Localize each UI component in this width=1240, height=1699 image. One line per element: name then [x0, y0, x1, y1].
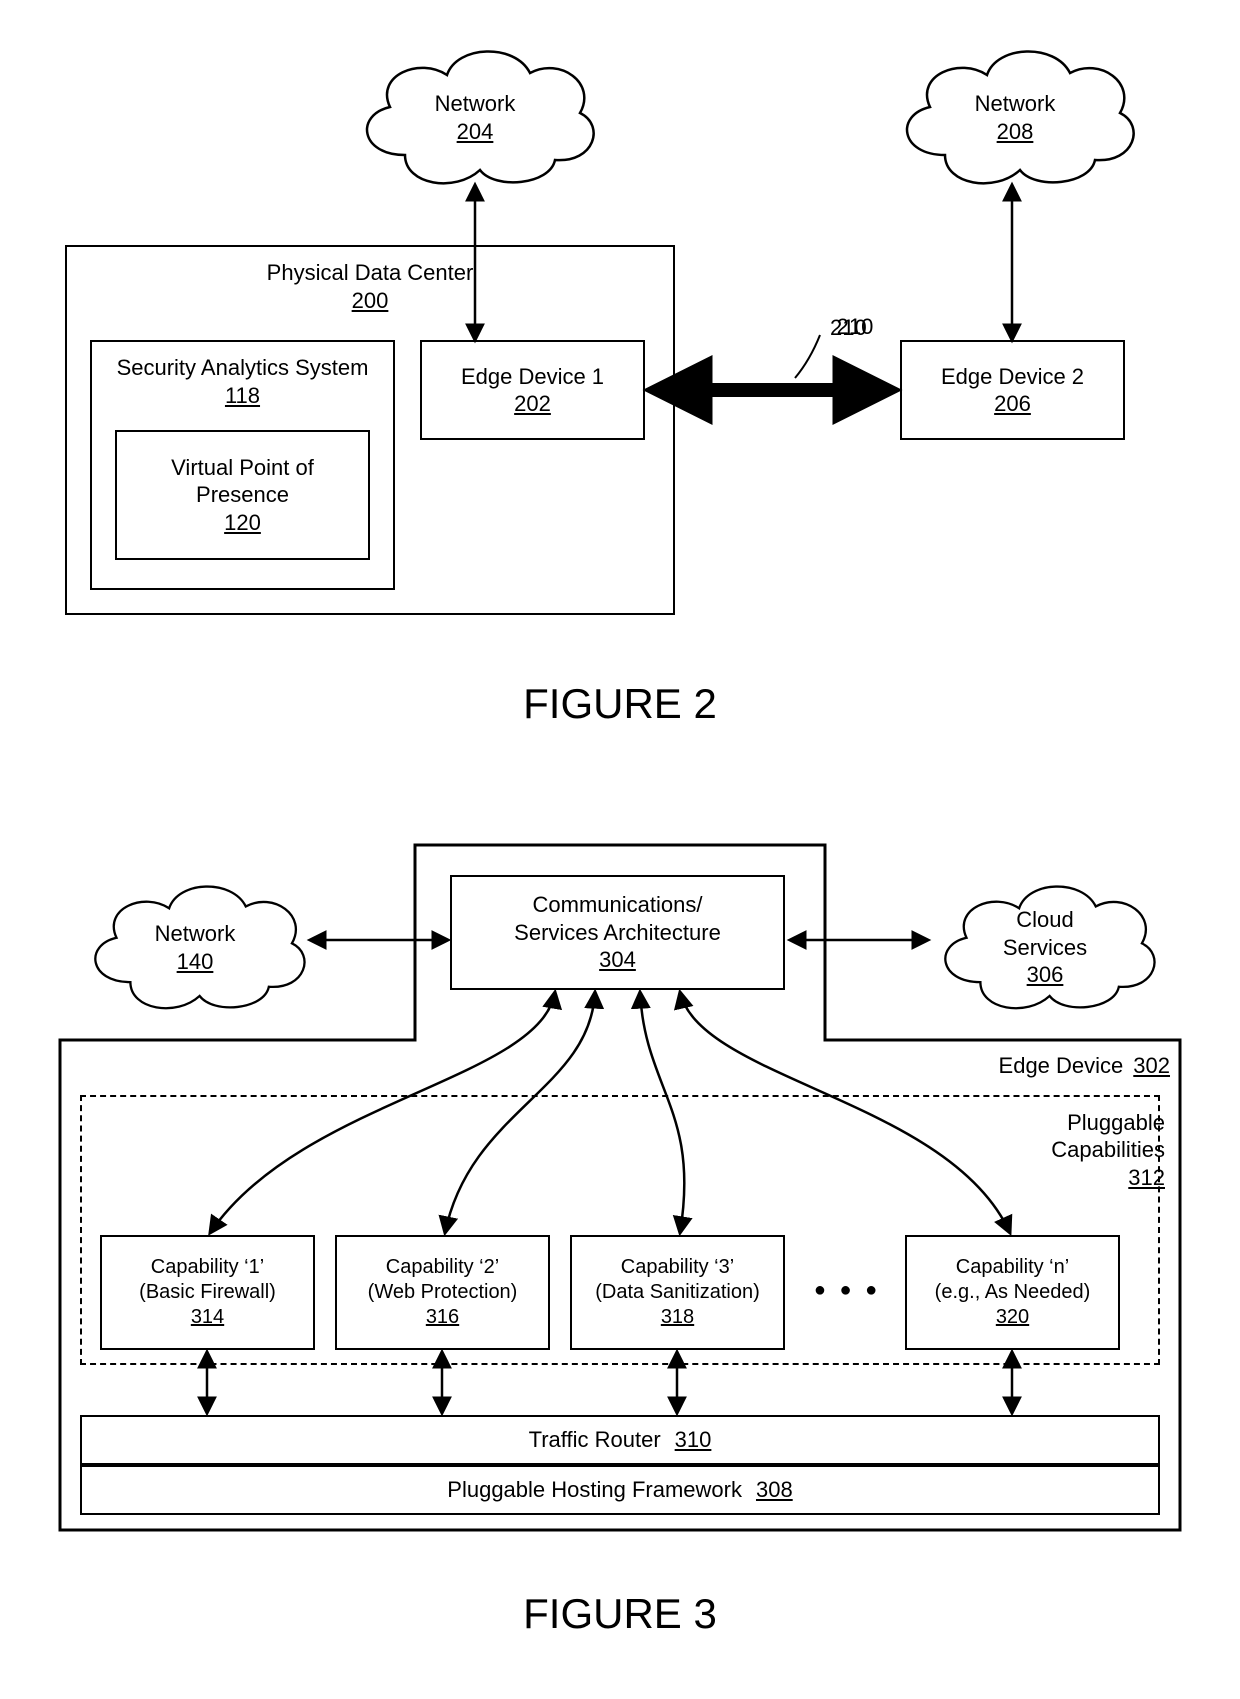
fig2-edge1-box: Edge Device 1 202 [420, 340, 645, 440]
fig2-data-center-label: Physical Data Center [267, 259, 474, 287]
fig2-ref210-leader [795, 335, 820, 378]
fig2-net2-label: Network [975, 90, 1056, 118]
fig2-network-cloud-2: Network 208 [885, 35, 1145, 200]
fig2-data-center-ref: 200 [352, 287, 389, 315]
fig2-vpop-line2: Presence [196, 481, 289, 509]
fig2-edge1-ref: 202 [514, 390, 551, 418]
fig2-vpop-line1: Virtual Point of [171, 454, 314, 482]
fig2-link-ref-label: 210 [825, 312, 885, 342]
fig2-network-cloud-1: Network 204 [345, 35, 605, 200]
fig3-comm-ref: 304 [599, 946, 636, 974]
fig3-comm-line1: Communications/ [533, 891, 703, 919]
fig3-cap1-box: Capability ‘1’ (Basic Firewall) 314 [100, 1235, 315, 1350]
fig3-cloud-line1: Cloud [1016, 906, 1073, 934]
fig2-edge2-label: Edge Device 2 [941, 363, 1084, 391]
fig3-comm-box: Communications/ Services Architecture 30… [450, 875, 785, 990]
fig2-net1-label: Network [435, 90, 516, 118]
fig3-comm-line2: Services Architecture [514, 919, 721, 947]
fig2-net1-ref: 204 [457, 118, 494, 146]
fig2-title: FIGURE 2 [0, 680, 1240, 728]
fig3-traffic-router-box: Traffic Router 310 [80, 1415, 1160, 1465]
fig3-cap3-box: Capability ‘3’ (Data Sanitization) 318 [570, 1235, 785, 1350]
fig2-vpop-box: Virtual Point of Presence 120 [115, 430, 370, 560]
fig2-edge2-box: Edge Device 2 206 [900, 340, 1125, 440]
fig2-edge1-label: Edge Device 1 [461, 363, 604, 391]
fig2-sas-ref: 118 [225, 382, 260, 410]
fig3-cap2-box: Capability ‘2’ (Web Protection) 316 [335, 1235, 550, 1350]
fig2-vpop-ref: 120 [224, 509, 261, 537]
fig3-ellipsis-dots: ● ● ● [800, 1270, 895, 1310]
fig3-cloud-line2: Services [1003, 934, 1087, 962]
fig3-capn-box: Capability ‘n’ (e.g., As Needed) 320 [905, 1235, 1120, 1350]
fig3-pluggable-capabilities-label: Pluggable Capabilities 312 [1015, 1105, 1165, 1195]
fig2-edge2-ref: 206 [994, 390, 1031, 418]
fig3-hosting-framework-box: Pluggable Hosting Framework 308 [80, 1465, 1160, 1515]
fig3-cloudservices-cloud: Cloud Services 306 [925, 870, 1165, 1025]
fig2-sas-label: Security Analytics System [117, 354, 369, 382]
fig3-net-label: Network [155, 920, 236, 948]
fig3-cloud-ref: 306 [1027, 961, 1064, 989]
fig2-net2-ref: 208 [997, 118, 1034, 146]
fig3-network-cloud: Network 140 [75, 870, 315, 1025]
fig3-net-ref: 140 [177, 948, 214, 976]
fig3-edge-label: Edge Device 302 [920, 1050, 1170, 1082]
fig3-title: FIGURE 3 [0, 1590, 1240, 1638]
